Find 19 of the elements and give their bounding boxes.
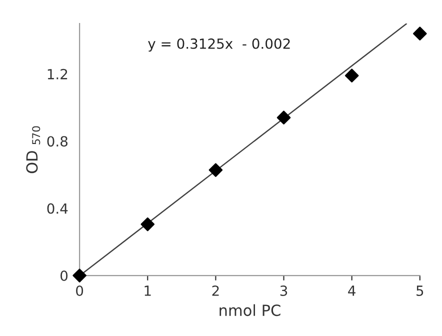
point bbox=[412, 26, 427, 41]
y-tick-label: 0 bbox=[60, 270, 68, 281]
point bbox=[140, 217, 155, 232]
y-tick-label: 0.8 bbox=[47, 136, 68, 147]
point bbox=[72, 268, 86, 282]
point bbox=[344, 68, 359, 83]
x-tick-label: 0 bbox=[76, 285, 84, 296]
x-tick-label: 3 bbox=[280, 285, 288, 296]
point bbox=[276, 110, 291, 125]
y-axis-title: OD $_{570}$ bbox=[26, 126, 40, 174]
y-tick-label: 0.4 bbox=[47, 203, 68, 214]
x-axis-title: nmol PC bbox=[220, 304, 280, 316]
x-tick-label: 1 bbox=[144, 286, 151, 296]
point bbox=[208, 163, 223, 177]
x-tick-label: 5 bbox=[416, 286, 424, 296]
x-tick-label: 2 bbox=[212, 285, 219, 296]
annotation: y = 0.3125x - 0.002 bbox=[148, 38, 290, 52]
x-tick-label: 4 bbox=[348, 286, 356, 296]
y-tick-label: 1.2 bbox=[48, 68, 68, 80]
